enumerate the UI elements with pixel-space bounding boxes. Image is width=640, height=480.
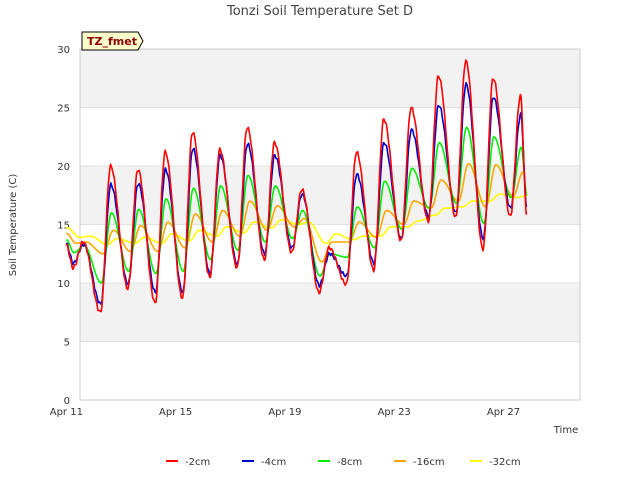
legend-label: -2cm <box>185 457 210 468</box>
x-tick-label: Apr 19 <box>268 407 301 418</box>
x-axis-ticks: Apr 11 Apr 15 Apr 19 Apr 23 Apr 27 <box>50 407 520 418</box>
plot-band <box>80 107 580 166</box>
plot-band <box>80 49 580 108</box>
plot-band <box>80 283 580 342</box>
site-tag-label: TZ_fmet <box>87 35 137 48</box>
y-tick-label: 0 <box>64 396 70 407</box>
x-tick-label: Apr 15 <box>159 407 192 418</box>
x-tick-label: Apr 27 <box>487 407 520 418</box>
series-lines <box>65 59 529 313</box>
y-tick-label: 30 <box>57 45 70 56</box>
legend: -2cm -4cm -8cm -16cm -32cm <box>166 457 521 468</box>
series-line-minus-2cm <box>65 59 528 313</box>
y-tick-label: 5 <box>64 338 70 349</box>
legend-label: -4cm <box>261 457 286 468</box>
plot-background <box>80 48 580 401</box>
series-line-minus-16cm <box>66 162 528 263</box>
plot-frame <box>79 48 581 401</box>
y-tick-label: 20 <box>57 162 70 173</box>
x-axis-title: Time <box>553 425 578 436</box>
y-tick-label: 25 <box>57 104 70 115</box>
legend-label: -8cm <box>337 457 362 468</box>
y-axis-title: Soil Temperature (C) <box>8 174 19 277</box>
y-tick-label: 15 <box>57 221 70 232</box>
y-tick-label: 10 <box>57 279 70 290</box>
legend-label: -16cm <box>413 457 445 468</box>
site-tag: TZ_fmet <box>81 31 144 51</box>
chart-title: Tonzi Soil Temperature Set D <box>226 4 413 19</box>
x-tick-label: Apr 11 <box>50 407 83 418</box>
legend-label: -32cm <box>489 457 521 468</box>
site-tag-box <box>81 31 144 51</box>
x-tick-label: Apr 23 <box>378 407 411 418</box>
plot-band <box>80 341 580 400</box>
y-axis-ticks: 0 5 10 15 20 25 30 <box>57 45 70 407</box>
